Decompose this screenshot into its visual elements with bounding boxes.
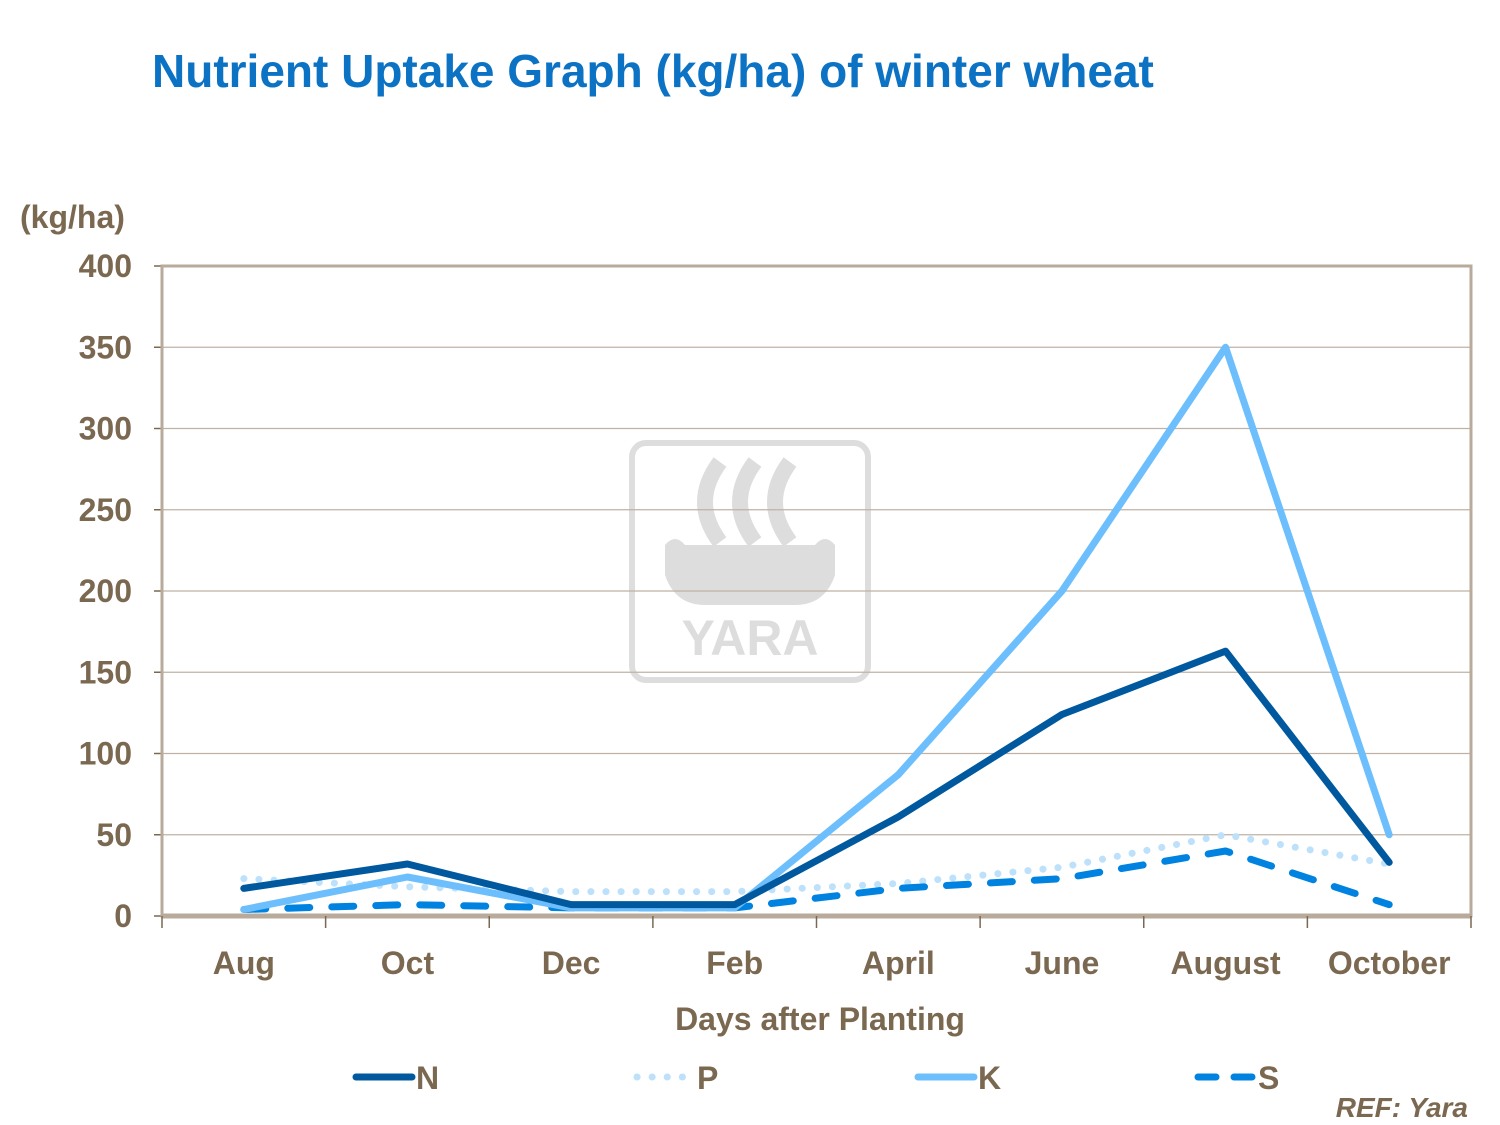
y-tick-label: 150	[79, 654, 132, 690]
reference-note: REF: Yara	[1335, 1092, 1468, 1123]
x-tick-label: April	[862, 945, 935, 981]
x-tick-label: August	[1170, 945, 1281, 981]
legend-label-K: K	[978, 1060, 1001, 1096]
y-tick-label: 0	[114, 898, 132, 934]
y-tick-label: 300	[79, 411, 132, 447]
x-tick-label: Feb	[706, 945, 763, 981]
x-tick-label: Aug	[213, 945, 275, 981]
y-tick-label: 250	[79, 492, 132, 528]
legend-label-N: N	[416, 1060, 439, 1096]
yara-logo-watermark: YARA	[629, 440, 871, 683]
y-tick-label: 50	[96, 817, 132, 853]
series-line-P	[240, 831, 1393, 896]
series-line-K	[240, 343, 1393, 913]
x-axis-title: Days after Planting	[675, 1001, 965, 1037]
y-tick-label: 100	[79, 736, 132, 772]
x-tick-label: Dec	[542, 945, 601, 981]
series-line-S	[240, 847, 1393, 913]
y-tick-label: 400	[79, 248, 132, 284]
watermark-text: YARA	[681, 610, 818, 666]
x-tick-label: October	[1328, 945, 1451, 981]
y-tick-label: 350	[79, 329, 132, 365]
y-tick-label: 200	[79, 573, 132, 609]
series-line-N	[240, 647, 1393, 909]
x-tick-label: Oct	[381, 945, 435, 981]
chart-title: Nutrient Uptake Graph (kg/ha) of winter …	[152, 45, 1154, 97]
y-axis-title: (kg/ha)	[20, 199, 125, 235]
legend-label-P: P	[697, 1060, 718, 1096]
legend-label-S: S	[1258, 1060, 1279, 1096]
x-tick-label: June	[1025, 945, 1100, 981]
